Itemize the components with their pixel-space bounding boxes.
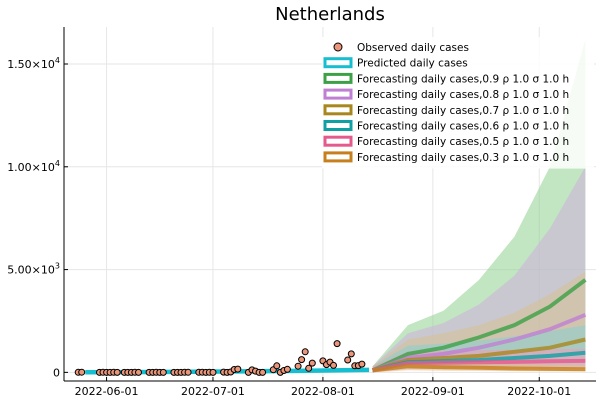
legend-swatch (323, 88, 353, 100)
observed-point (347, 350, 355, 358)
y-tick-label: 5.00×103 (7, 262, 60, 277)
x-tick-label: 2022-08-01 (291, 385, 355, 398)
observed-point (298, 356, 306, 364)
legend-label: Observed daily cases (357, 42, 469, 54)
y-tick-labels: 0 5.00×103 1.00×104 1.50×104 (7, 56, 60, 379)
forecast-line (372, 337, 586, 373)
observed-points (74, 340, 366, 376)
observed-point (135, 368, 142, 376)
y-tick-label: 1.00×104 (7, 159, 60, 174)
observed-point (330, 361, 337, 369)
legend-swatch (323, 120, 353, 131)
observed-point (283, 365, 291, 373)
y-tick-label: 1.50×104 (7, 56, 60, 71)
x-tick-labels: 2022-06-01 2022-07-01 2022-08-01 2022-09-01… (75, 385, 572, 398)
forecast-line (372, 358, 586, 373)
observed-point (159, 368, 167, 376)
legend: Observed daily cases Predicted daily case… (322, 37, 594, 169)
forecast-line (371, 278, 587, 373)
legend-label: Predicted daily cases (357, 58, 468, 70)
y-tick-label: 0 (53, 366, 60, 379)
observed-point (209, 368, 217, 376)
observed-point (333, 340, 341, 348)
chart-title: Netherlands (275, 4, 385, 25)
observed-point (305, 364, 313, 372)
legend-swatch (323, 151, 353, 163)
legend-label: Forecasting daily cases,0.6 ρ 1.0 σ 1.0 … (357, 121, 569, 133)
observed-point (113, 368, 121, 376)
x-tick-label: 2022-07-01 (181, 385, 245, 398)
legend-label: Forecasting daily cases,0.8 ρ 1.0 σ 1.0 … (357, 89, 569, 101)
observed-point (301, 348, 309, 356)
observed-point (308, 359, 316, 367)
observed-point (78, 368, 86, 376)
observed-point (259, 368, 267, 376)
observed-point (234, 365, 242, 373)
legend-swatch (323, 72, 353, 84)
legend-label: Forecasting daily cases,0.7 ρ 1.0 σ 1.0 … (357, 105, 569, 117)
legend-swatch (323, 104, 353, 116)
legend-marker (333, 42, 343, 52)
x-tick-label: 2022-06-01 (75, 385, 139, 398)
legend-box (322, 37, 594, 169)
observed-point (184, 368, 192, 376)
legend-label: Forecasting daily cases,0.9 ρ 1.0 σ 1.0 … (357, 73, 569, 85)
observed-point (358, 360, 366, 368)
observed-point (273, 362, 281, 370)
x-tick-label: 2022-10-01 (507, 385, 571, 398)
observed-point (344, 356, 352, 364)
x-tick-label: 2022-09-01 (401, 385, 465, 398)
legend-swatch (323, 135, 353, 147)
legend-swatch (323, 57, 353, 69)
observed-point (294, 362, 302, 370)
axes (63, 27, 596, 382)
legend-label: Forecasting daily cases,0.3 ρ 1.0 σ 1.0 … (357, 152, 569, 164)
legend-label: Forecasting daily cases,0.5 ρ 1.0 σ 1.0 … (357, 136, 569, 148)
forecast-line (372, 364, 586, 373)
